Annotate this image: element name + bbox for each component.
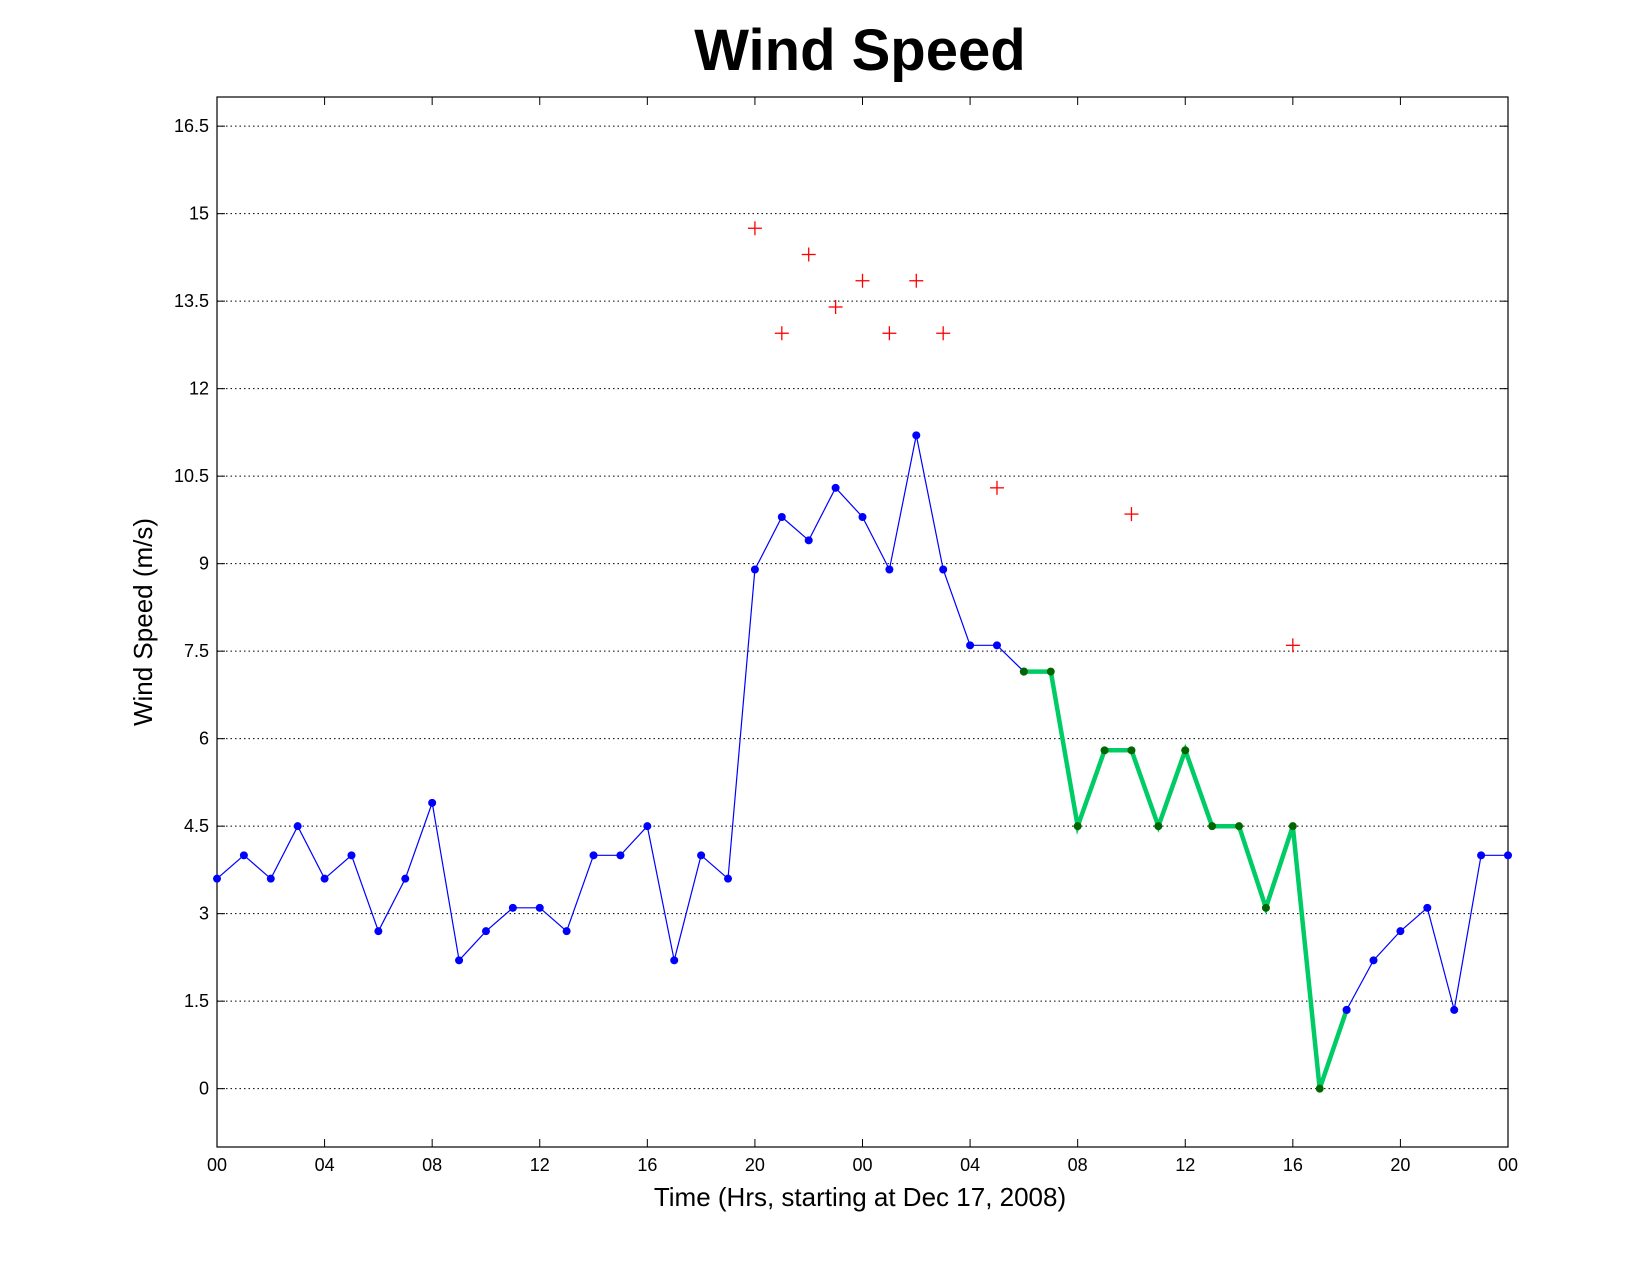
blue-data-point (508, 903, 517, 912)
green-data-point (1046, 667, 1055, 676)
y-tick-label: 13.5 (174, 291, 209, 311)
blue-data-point (750, 565, 759, 574)
blue-data-point (939, 565, 948, 574)
x-tick-label: 12 (530, 1155, 550, 1175)
y-tick-label: 16.5 (174, 116, 209, 136)
green-data-point (1235, 822, 1244, 831)
blue-data-point (1504, 851, 1512, 860)
blue-data-point (213, 874, 221, 883)
plus-marker (1285, 638, 1300, 653)
x-tick-label: 08 (1068, 1155, 1088, 1175)
green-data-point (1288, 822, 1297, 831)
y-tick-label: 7.5 (184, 641, 209, 661)
y-tick-label: 10.5 (174, 466, 209, 486)
blue-data-point (858, 513, 867, 521)
x-axis: 00 04 08 12 16 20 00 04 08 12 16 20 00 (207, 97, 1518, 1175)
plus-marker (855, 273, 870, 288)
blue-data-point (992, 641, 1001, 650)
blue-data-point (912, 431, 921, 440)
blue-data-point (1342, 1005, 1351, 1014)
blue-data-point (966, 641, 975, 650)
x-tick-label: 16 (637, 1155, 657, 1175)
plot-frame (216, 96, 1509, 1148)
blue-data-point (1396, 927, 1405, 936)
blue-data-point (481, 927, 490, 936)
green-data-point (1073, 822, 1082, 831)
blue-data-point (562, 927, 571, 936)
blue-data-point (266, 874, 275, 883)
blue-data-point (885, 565, 894, 574)
x-tick-label: 04 (315, 1155, 335, 1175)
x-tick-label: 00 (852, 1155, 872, 1175)
plus-marker (774, 326, 789, 341)
blue-data-point (616, 851, 625, 860)
plot-area (213, 221, 1512, 1093)
plus-marker (989, 480, 1004, 495)
x-tick-label: 20 (745, 1155, 765, 1175)
blue-data-point (724, 874, 733, 883)
blue-data-point (643, 822, 652, 831)
blue-data-point (455, 956, 464, 965)
plus-marker (909, 273, 924, 288)
x-tick-label: 12 (1175, 1155, 1195, 1175)
x-tick-label: 08 (422, 1155, 442, 1175)
y-tick-label: 9 (199, 554, 209, 574)
green-data-point (1208, 822, 1217, 831)
y-tick-label: 0 (199, 1079, 209, 1099)
x-tick-label: 20 (1390, 1155, 1410, 1175)
blue-series-line (216, 435, 1025, 962)
grid (217, 125, 1508, 1090)
x-tick-label: 16 (1283, 1155, 1303, 1175)
y-tick-label: 1.5 (184, 991, 209, 1011)
blue-data-point (831, 483, 840, 492)
green-data-point (1181, 746, 1190, 755)
green-series-line (1023, 669, 1349, 1090)
x-tick-label: 00 (207, 1155, 227, 1175)
blue-data-point (374, 927, 383, 936)
blue-data-point (347, 851, 356, 860)
plus-marker (882, 326, 897, 341)
blue-data-point (670, 956, 679, 965)
green-data-point (1019, 667, 1028, 676)
green-data-point (1261, 903, 1270, 912)
y-tick-label: 6 (199, 729, 209, 749)
x-tick-label: 00 (1498, 1155, 1518, 1175)
blue-data-point (777, 513, 786, 521)
blue-data-point (239, 851, 248, 860)
x-tick-label: 04 (960, 1155, 980, 1175)
blue-series-line (1346, 854, 1508, 1011)
blue-data-point (1450, 1005, 1459, 1014)
blue-data-point (1477, 851, 1486, 860)
blue-data-point (320, 874, 329, 883)
chart-title: Wind Speed (694, 18, 1025, 83)
y-tick-label: 3 (199, 904, 209, 924)
plus-marker (801, 247, 816, 262)
green-data-point (1315, 1084, 1324, 1093)
green-data-point (1127, 746, 1136, 755)
blue-data-point (535, 903, 544, 912)
green-data-point (1100, 746, 1109, 755)
blue-data-point (428, 798, 437, 807)
y-axis: 0 1.5 3 4.5 6 7.5 9 10.5 12 13.5 15 16.5 (174, 116, 1508, 1099)
blue-data-point (1369, 956, 1378, 965)
blue-data-point (589, 851, 598, 860)
blue-data-point (401, 874, 410, 883)
plus-marker (1124, 507, 1139, 522)
plus-marker (828, 300, 843, 314)
green-data-point (1154, 822, 1163, 831)
plus-marker (936, 326, 951, 341)
blue-data-point (1423, 903, 1432, 912)
y-tick-label: 12 (189, 379, 209, 399)
blue-data-point (293, 822, 302, 831)
blue-data-point (804, 536, 813, 545)
y-axis-label: Wind Speed (m/s) (128, 518, 158, 726)
y-tick-label: 4.5 (184, 816, 209, 836)
y-tick-label: 15 (189, 204, 209, 224)
x-axis-label: Time (Hrs, starting at Dec 17, 2008) (654, 1182, 1066, 1212)
blue-data-point (697, 851, 706, 860)
plus-marker (747, 221, 762, 236)
